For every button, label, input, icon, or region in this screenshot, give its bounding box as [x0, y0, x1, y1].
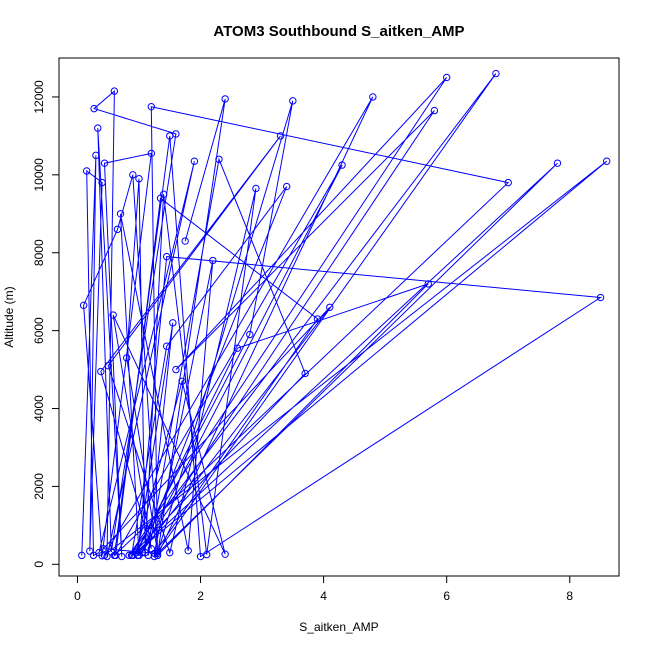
x-tick-label: 4 — [320, 589, 327, 603]
y-tick-label: 8000 — [32, 239, 46, 266]
data-point — [313, 315, 322, 323]
data-point — [162, 252, 171, 261]
data-point — [424, 280, 432, 288]
data-point — [172, 365, 180, 374]
data-point — [289, 97, 297, 105]
data-point — [492, 69, 500, 78]
data-point — [110, 87, 119, 95]
data-point — [100, 551, 109, 560]
data-point — [82, 167, 91, 175]
x-tick-label: 8 — [566, 589, 573, 603]
data-point — [166, 132, 174, 140]
data-point — [196, 552, 205, 561]
data-point — [134, 546, 142, 555]
data-point — [100, 159, 109, 167]
data-point — [178, 377, 186, 385]
data-point — [326, 303, 334, 311]
series-group — [78, 69, 611, 561]
y-tick-label: 12000 — [32, 80, 46, 114]
data-point — [369, 93, 377, 101]
data-point — [215, 155, 223, 163]
data-point — [504, 178, 512, 187]
data-point — [129, 551, 137, 560]
data-point — [301, 369, 309, 378]
data-point — [147, 102, 156, 111]
data-point — [162, 342, 171, 350]
data-point — [97, 367, 105, 376]
y-tick-label: 10000 — [32, 158, 46, 192]
data-point — [153, 551, 162, 560]
x-axis-label: S_aitken_AMP — [299, 620, 378, 634]
data-point — [79, 301, 88, 310]
y-tick-label: 2000 — [32, 473, 46, 500]
x-tick-label: 6 — [443, 589, 450, 603]
data-point — [147, 149, 156, 158]
data-point — [125, 551, 133, 560]
data-point — [184, 546, 192, 555]
y-axis-label: Altitude (m) — [2, 286, 16, 347]
data-point — [92, 151, 100, 160]
data-point — [113, 225, 122, 234]
data-point — [430, 106, 439, 115]
data-point — [181, 237, 189, 245]
data-point — [169, 319, 177, 327]
series-line — [81, 73, 608, 558]
y-tick-label: 6000 — [32, 317, 46, 344]
data-point — [110, 551, 119, 560]
y-tick-label: 4000 — [32, 395, 46, 422]
data-point — [156, 194, 165, 202]
data-point — [116, 210, 125, 218]
data-point — [109, 311, 117, 319]
data-point — [166, 548, 174, 557]
data-point — [78, 551, 86, 560]
data-point — [129, 171, 137, 179]
data-point — [282, 182, 291, 191]
data-point — [596, 293, 605, 302]
data-point — [86, 547, 94, 555]
data-point — [338, 161, 346, 169]
data-point — [122, 354, 131, 362]
data-point — [190, 157, 199, 165]
chart-title: ATOM3 Southbound S_aitken_AMP — [213, 23, 464, 40]
x-tick-label: 0 — [74, 589, 81, 603]
data-point — [602, 157, 611, 165]
data-point — [134, 551, 142, 560]
data-point — [104, 361, 112, 370]
data-point — [246, 330, 254, 339]
data-point — [276, 132, 285, 140]
data-point — [90, 104, 98, 113]
data-point — [442, 73, 451, 82]
y-axis: 0 2000 4000 6000 8000 10000 12000 — [32, 80, 60, 568]
data-point — [98, 552, 106, 560]
x-axis: 0 2 4 6 8 — [74, 575, 573, 603]
data-point — [209, 256, 217, 265]
data-point — [135, 175, 143, 183]
data-point — [221, 95, 229, 103]
x-tick-label: 2 — [197, 589, 204, 603]
data-point — [94, 124, 102, 132]
data-point — [252, 184, 260, 193]
data-point — [553, 159, 562, 167]
data-point — [98, 178, 106, 187]
y-tick-label: 0 — [32, 561, 46, 568]
data-point — [233, 344, 242, 352]
data-point — [221, 550, 229, 558]
